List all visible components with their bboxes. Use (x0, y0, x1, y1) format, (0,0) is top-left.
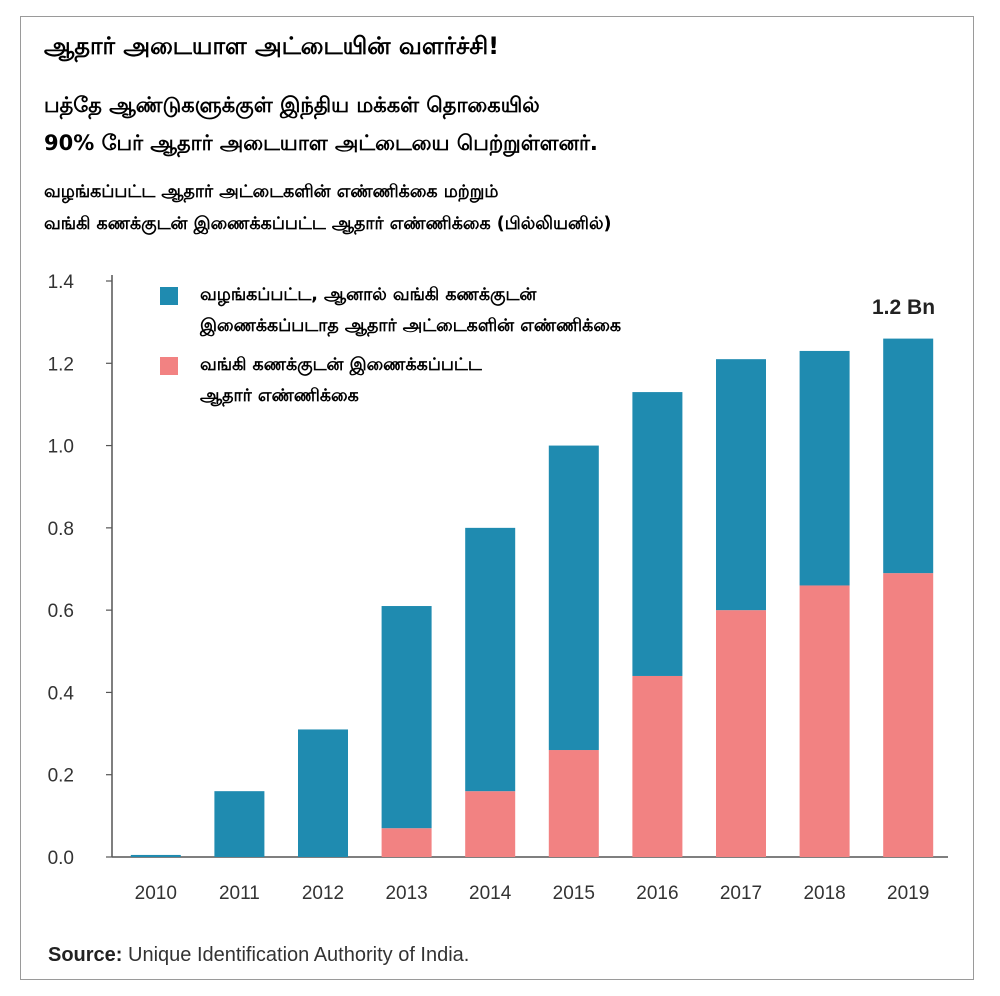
y-tick-label: 1.0 (48, 437, 74, 458)
y-tick-label: 0.0 (48, 848, 74, 869)
bar-not-linked-2012 (298, 729, 348, 857)
bar-not-linked-2018 (799, 350, 850, 586)
legend-item-linked: வங்கி கணக்குடன் இணைக்கப்பட்ட ஆதார் எண்ணி… (160, 350, 780, 412)
x-tick-label: 2015 (553, 883, 595, 904)
y-tick-label: 0.2 (48, 766, 74, 787)
legend-label-not-linked-line-1: வழங்கப்பட்ட, ஆனால் வங்கி கணக்குடன் (200, 285, 537, 305)
x-tick-label: 2012 (302, 883, 344, 904)
subtitle: பத்தே ஆண்டுகளுக்குள் இந்திய மக்கள் தொகைய… (44, 86, 944, 162)
x-tick-label: 2010 (135, 883, 177, 904)
chart-legend: வழங்கப்பட்ட, ஆனால் வங்கி கணக்குடன் இணைக்… (160, 280, 780, 420)
total-annotation: 1.2 Bn (872, 296, 936, 319)
x-tick-label: 2011 (219, 883, 260, 904)
subtitle-line-1: பத்தே ஆண்டுகளுக்குள் இந்திய மக்கள் தொகைய… (44, 93, 540, 117)
bar-not-linked-2013 (381, 606, 432, 829)
x-tick-label: 2019 (887, 883, 929, 904)
bar-not-linked-2011 (214, 791, 265, 857)
chart-caption: வழங்கப்பட்ட ஆதார் அட்டைகளின் எண்ணிக்கை ம… (44, 176, 944, 240)
legend-swatch-linked (160, 357, 178, 375)
y-tick-label: 0.8 (48, 519, 74, 540)
y-tick-label: 1.4 (48, 272, 75, 293)
source-text: Unique Identification Authority of India… (128, 944, 470, 966)
bar-linked-2016 (632, 675, 683, 857)
caption-line-1: வழங்கப்பட்ட ஆதார் அட்டைகளின் எண்ணிக்கை ம… (44, 182, 499, 202)
x-tick-label: 2014 (469, 883, 512, 904)
bar-linked-2013 (381, 828, 432, 857)
x-tick-label: 2013 (385, 883, 427, 904)
bar-linked-2019 (883, 573, 934, 857)
bar-linked-2014 (465, 791, 516, 857)
bar-not-linked-2017 (716, 359, 766, 611)
caption-line-2: வங்கி கணக்குடன் இணைக்கப்பட்ட ஆதார் எண்ணி… (44, 214, 612, 234)
y-tick-label: 0.4 (48, 683, 75, 704)
bar-not-linked-2015 (548, 445, 599, 751)
legend-label-linked-line-2: ஆதார் எண்ணிக்கை (200, 386, 359, 406)
x-tick-label: 2017 (720, 883, 762, 904)
page-title: ஆதார் அடையாள அட்டையின் வளர்ச்சி! (44, 32, 500, 60)
source-label: Source: (48, 944, 123, 966)
source-note: Source: Unique Identification Authority … (48, 944, 469, 967)
legend-swatch-not-linked (160, 287, 178, 305)
bar-not-linked-2010 (130, 854, 181, 857)
bar-linked-2017 (716, 610, 766, 857)
legend-label-not-linked-line-2: இணைக்கப்படாத ஆதார் அட்டைகளின் எண்ணிக்கை (200, 316, 622, 336)
legend-label-linked-line-1: வங்கி கணக்குடன் இணைக்கப்பட்ட (200, 355, 482, 375)
legend-item-not-linked: வழங்கப்பட்ட, ஆனால் வங்கி கணக்குடன் இணைக்… (160, 280, 780, 342)
bar-linked-2018 (799, 585, 850, 857)
y-tick-label: 0.6 (48, 601, 74, 622)
bar-not-linked-2019 (883, 338, 934, 574)
y-tick-label: 1.2 (48, 354, 74, 375)
subtitle-line-2: 90% பேர் ஆதார் அடையாள அட்டையை பெற்றுள்ளன… (44, 131, 598, 155)
bar-not-linked-2014 (465, 527, 516, 792)
bar-linked-2015 (548, 750, 599, 857)
bar-not-linked-2016 (632, 392, 683, 676)
x-tick-label: 2016 (636, 883, 678, 904)
x-tick-label: 2018 (803, 883, 845, 904)
